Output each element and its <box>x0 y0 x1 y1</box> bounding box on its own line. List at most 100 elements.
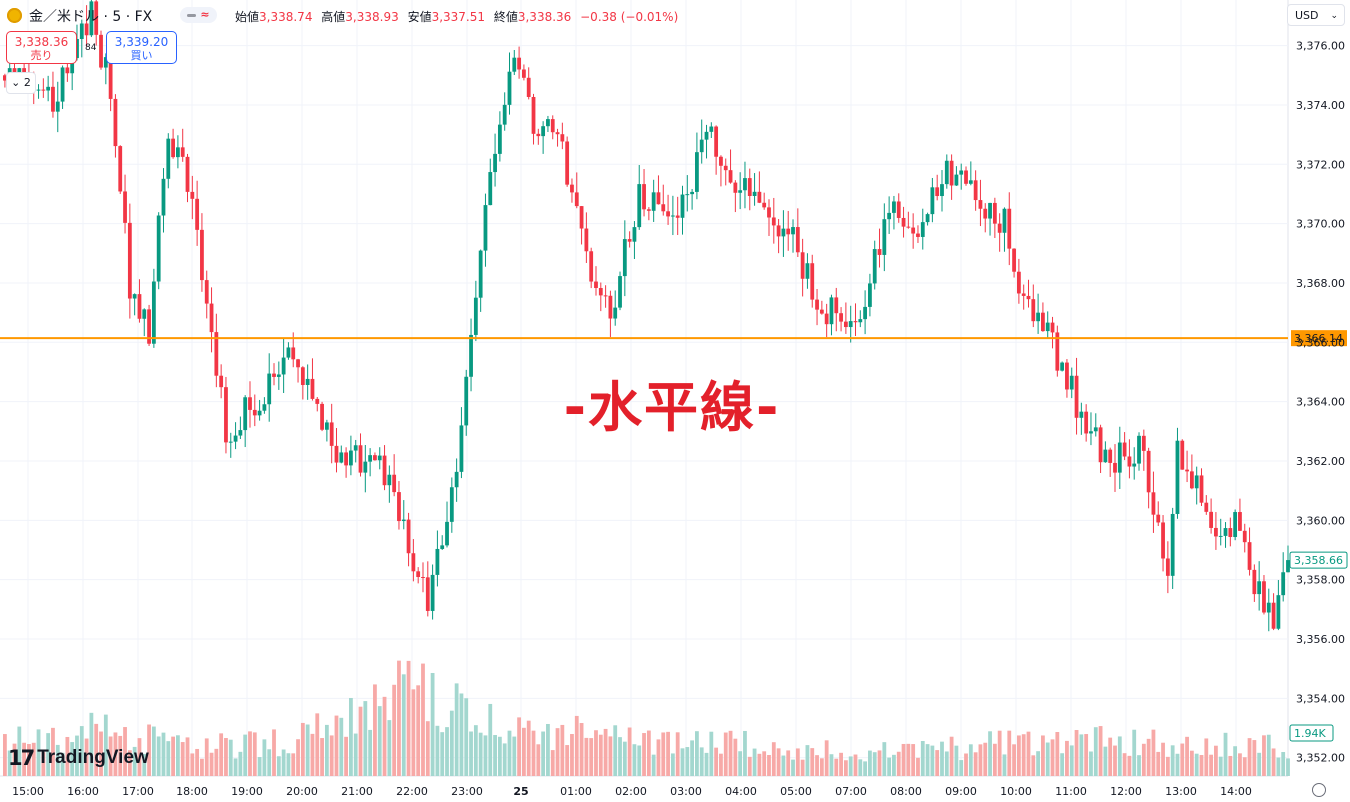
volume-bar <box>1007 730 1012 776</box>
volume-bar <box>536 744 541 776</box>
volume-bar <box>666 731 670 776</box>
symbol-title[interactable]: 金／米ドル · 5 · FX <box>29 9 153 25</box>
currency-dropdown[interactable]: USD ⌄ <box>1287 4 1345 26</box>
volume-bar <box>262 739 267 776</box>
candle-body <box>70 58 75 74</box>
candle-body <box>1117 442 1122 473</box>
volume-bar <box>248 731 252 776</box>
volume-bar <box>834 758 839 776</box>
flag-icon[interactable]: ≈ <box>180 7 217 23</box>
volume-bar <box>411 689 416 776</box>
annotation-text[interactable]: -水平線- <box>563 376 781 439</box>
volume-bar <box>1093 727 1098 776</box>
volume-bar <box>219 733 224 776</box>
candle-body <box>382 455 387 486</box>
candle-body <box>560 134 565 142</box>
candle-body <box>224 387 228 443</box>
candle-body <box>267 373 272 405</box>
volume-bar <box>1209 754 1214 776</box>
candle-body <box>877 249 882 255</box>
candle-body <box>526 77 531 97</box>
volume-bar <box>935 750 940 776</box>
volume-bar <box>84 738 89 776</box>
volume-bar <box>1050 739 1055 776</box>
volume-bar <box>1286 758 1290 776</box>
volume-bar <box>916 757 920 776</box>
volume-bar <box>315 713 320 776</box>
volume-bar <box>565 745 570 776</box>
volume-bar <box>257 757 262 776</box>
volume-bar <box>1060 753 1065 776</box>
candle-body <box>1262 581 1266 613</box>
candle-body <box>536 133 541 137</box>
candle-body <box>1079 411 1084 418</box>
candle-body <box>584 228 589 252</box>
candle-body <box>51 86 55 112</box>
candle-body <box>1074 375 1079 418</box>
candle-body <box>1026 295 1031 300</box>
candle-body <box>156 215 161 282</box>
candle-body <box>349 450 353 466</box>
candle-body <box>233 435 238 442</box>
candle-body <box>690 191 695 195</box>
volume-bar <box>1026 731 1031 776</box>
volume-bar <box>675 732 680 776</box>
candle-body <box>281 357 286 375</box>
sell-button[interactable]: 3,338.36 売り <box>6 31 77 64</box>
volume-bar <box>719 753 723 776</box>
candle-body <box>478 250 483 298</box>
volume-bar <box>776 748 781 776</box>
volume-bar <box>324 724 329 776</box>
time-tick-label: 09:00 <box>945 785 977 798</box>
tradingview-logo[interactable]: 17 TradingView <box>8 746 149 770</box>
volume-bar <box>1012 744 1016 776</box>
close-label: 終値 <box>493 10 518 24</box>
volume-bar <box>752 748 757 776</box>
volume-bar <box>1055 732 1060 776</box>
price-tick-label: 3,356.00 <box>1296 633 1345 646</box>
price-tick-label: 3,354.00 <box>1296 692 1345 705</box>
volume-bar <box>195 748 200 776</box>
volume-bar <box>550 750 555 776</box>
candle-body <box>555 132 560 135</box>
candle-body <box>1180 440 1185 470</box>
volume-bar <box>632 744 637 776</box>
candle-body <box>1089 431 1093 434</box>
candle-body <box>401 519 406 522</box>
candle-body <box>1069 375 1074 390</box>
volume-bar <box>603 728 608 776</box>
volume-bar <box>228 739 233 776</box>
volume-bar <box>334 715 339 776</box>
volume-bar <box>281 749 286 776</box>
volume-bar <box>123 727 127 776</box>
candle-body <box>1113 462 1117 473</box>
buy-button[interactable]: 3,339.20 買い <box>106 31 177 64</box>
candle-body <box>180 147 185 157</box>
candle-body <box>108 57 113 99</box>
candle-body <box>243 397 248 431</box>
volume-bar <box>368 729 373 776</box>
time-tick-label: 14:00 <box>1220 785 1252 798</box>
candle-body <box>973 180 978 201</box>
candle-body <box>1286 560 1290 573</box>
volume-bar <box>805 745 810 776</box>
candle-body <box>358 445 363 473</box>
gear-icon[interactable] <box>1312 783 1326 797</box>
volume-bar <box>680 748 685 776</box>
time-tick-label: 19:00 <box>231 785 263 798</box>
time-tick-label: 13:00 <box>1165 785 1197 798</box>
volume-bar <box>1045 742 1050 776</box>
price-tick-label: 3,360.00 <box>1296 514 1345 527</box>
indicators-toggle-button[interactable]: ⌄ 2 <box>6 72 36 94</box>
candle-body <box>137 294 142 319</box>
volume-bar <box>185 737 190 776</box>
time-tick-label: 11:00 <box>1055 785 1087 798</box>
price-tick-label: 3,370.00 <box>1296 218 1345 231</box>
volume-bar <box>1065 740 1069 776</box>
candle-body <box>1199 475 1204 503</box>
volume-bar <box>46 733 51 776</box>
candle-body <box>1016 271 1021 294</box>
time-tick-label: 23:00 <box>451 785 483 798</box>
candle-body <box>695 152 699 192</box>
